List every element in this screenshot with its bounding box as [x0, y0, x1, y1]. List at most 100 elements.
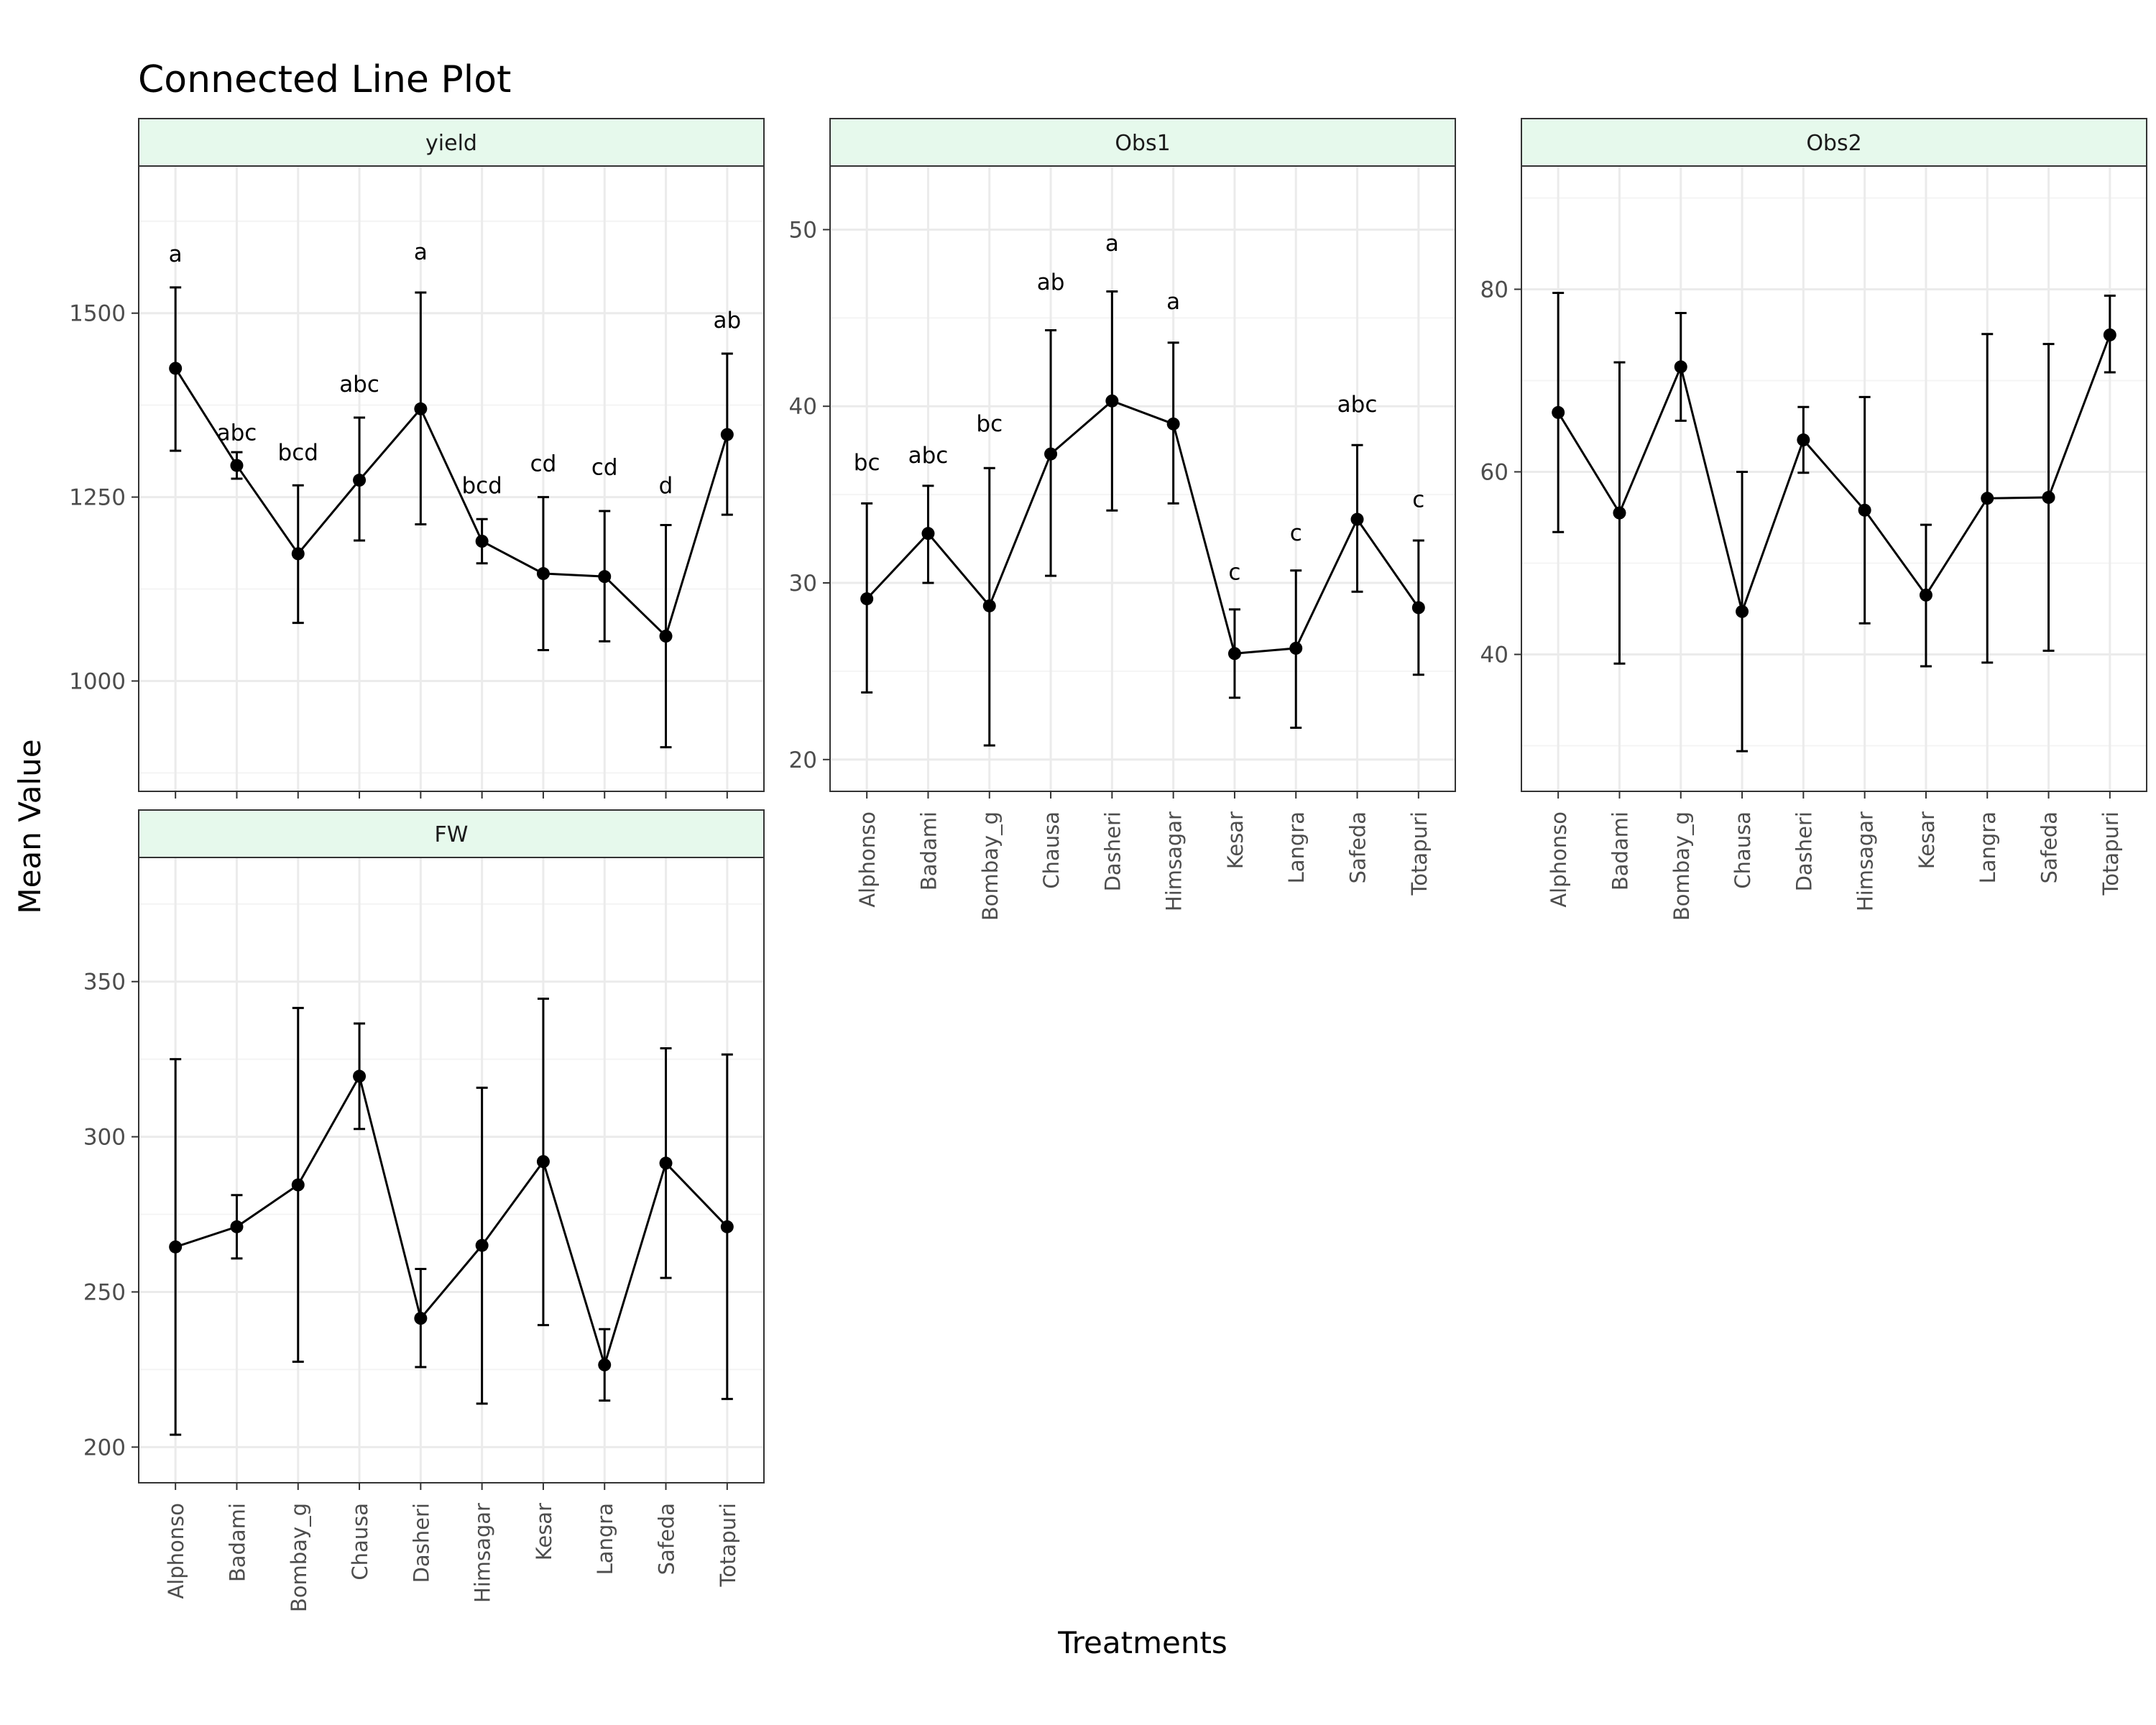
data-point	[414, 1312, 428, 1325]
x-tick-label: Bombay_g	[978, 811, 1003, 921]
facet-strip-label: yield	[425, 131, 477, 156]
y-tick-label: 350	[83, 970, 126, 995]
facet-strip	[1521, 118, 2147, 167]
y-tick-label: 60	[1480, 459, 1508, 485]
data-point	[1674, 360, 1687, 374]
x-tick-label: Totapuri	[2099, 811, 2123, 896]
data-point	[536, 567, 550, 581]
data-point	[291, 547, 305, 561]
x-tick-label: Langra	[1976, 811, 2000, 883]
significance-letter: abc	[908, 443, 949, 469]
data-point	[353, 474, 367, 487]
panel-obs1: Obs1 20 30 40 50 Alphonso Badami Bombay_g Chausa…	[789, 118, 1456, 921]
significance-letter: abc	[1337, 392, 1378, 418]
data-point	[475, 1238, 489, 1252]
data-point	[291, 1178, 305, 1192]
significance-letter: c	[1228, 559, 1240, 585]
series-line	[174, 367, 729, 638]
y-tick-label: 1000	[69, 668, 126, 694]
y-tick-label: 30	[789, 571, 817, 597]
panel-border	[138, 165, 765, 792]
data-point	[1227, 647, 1241, 661]
x-tick-label: Badami	[225, 1503, 249, 1582]
series-line	[175, 1073, 728, 1369]
y-tick-label: 50	[789, 217, 817, 243]
x-tick-label: Chausa	[348, 1503, 372, 1581]
significance-letter: ab	[713, 308, 741, 334]
panel-fw: FW 200 250 300 350 Alphonso Badami Bombay_g Chau…	[83, 809, 765, 1612]
data-point	[536, 1155, 550, 1169]
x-tick-label: Badami	[916, 811, 941, 891]
significance-letter: a	[414, 239, 428, 265]
panel-obs2: Obs2 40 60 80 Alphonso Badami Bombay_g Chausa Da…	[1480, 118, 2147, 921]
x-tick-label: Alphonso	[164, 1503, 188, 1599]
data-point	[720, 428, 734, 441]
x-tick-label: Langra	[1284, 811, 1309, 883]
data-point	[1350, 512, 1364, 526]
significance-letter: cd	[591, 455, 618, 481]
data-point	[475, 535, 489, 548]
data-point	[1552, 405, 1565, 419]
data-point	[1613, 506, 1626, 520]
x-tick-label: Dasheri	[1100, 811, 1125, 891]
x-tick-label: Chausa	[1039, 811, 1064, 889]
data-point	[1736, 604, 1749, 618]
facet-strip	[829, 118, 1456, 167]
data-point	[230, 1220, 244, 1233]
y-tick-label: 250	[83, 1279, 126, 1305]
x-tick-label: Totapuri	[716, 1503, 740, 1587]
x-tick-label: Chausa	[1731, 811, 1755, 889]
data-point	[921, 527, 935, 540]
significance-letter: cd	[530, 451, 557, 477]
data-point	[1981, 492, 1994, 505]
panel-border	[1521, 165, 2147, 792]
y-tick-label: 40	[1480, 642, 1508, 668]
x-axis-title: Treatments	[1057, 1625, 1227, 1660]
x-tick-label: Safeda	[655, 1503, 679, 1575]
x-tick-label: Alphonso	[855, 811, 880, 908]
panel-border	[829, 165, 1456, 792]
data-point	[1411, 601, 1425, 615]
y-tick-label: 300	[83, 1125, 126, 1151]
significance-letter: c	[1412, 487, 1424, 512]
significance-letter: a	[169, 242, 183, 267]
x-tick-label: Himsagar	[1162, 811, 1187, 911]
data-point	[169, 362, 183, 375]
x-tick-label: Alphonso	[1547, 811, 1571, 908]
x-tick-label: Dasheri	[1792, 811, 1816, 891]
significance-letter: a	[1166, 289, 1180, 315]
x-tick-label: Totapuri	[1407, 811, 1432, 896]
y-tick-label: 1250	[69, 485, 126, 511]
y-tick-label: 40	[789, 394, 817, 420]
y-axis-title: Mean Value	[12, 739, 47, 914]
y-tick-label: 200	[83, 1435, 126, 1460]
significance-letter: c	[1290, 520, 1302, 546]
significance-letter: abc	[217, 420, 257, 446]
x-tick-label: Kesar	[1223, 811, 1248, 869]
series-line	[866, 400, 1420, 655]
significance-letter: bcd	[278, 440, 318, 466]
data-point	[1105, 394, 1119, 408]
significance-letter: bc	[976, 411, 1003, 437]
facet-strip-label: FW	[435, 822, 469, 847]
data-point	[2103, 328, 2116, 341]
data-point	[598, 1358, 612, 1371]
significance-letter: bcd	[461, 473, 502, 499]
significance-letter: a	[1105, 231, 1119, 257]
data-point	[169, 1240, 183, 1254]
chart-title: Connected Line Plot	[138, 58, 511, 101]
x-tick-label: Himsagar	[1853, 811, 1878, 911]
data-point	[1919, 588, 1932, 602]
facet-strip-label: Obs2	[1806, 131, 1861, 156]
significance-letter: abc	[339, 372, 379, 397]
data-point	[230, 459, 244, 472]
data-point	[353, 1070, 367, 1083]
y-tick-label: 1500	[69, 301, 126, 327]
data-point	[414, 402, 428, 415]
data-point	[1289, 641, 1303, 655]
data-point	[1858, 503, 1871, 517]
data-point	[1797, 433, 1810, 447]
x-tick-label: Himsagar	[471, 1503, 495, 1603]
